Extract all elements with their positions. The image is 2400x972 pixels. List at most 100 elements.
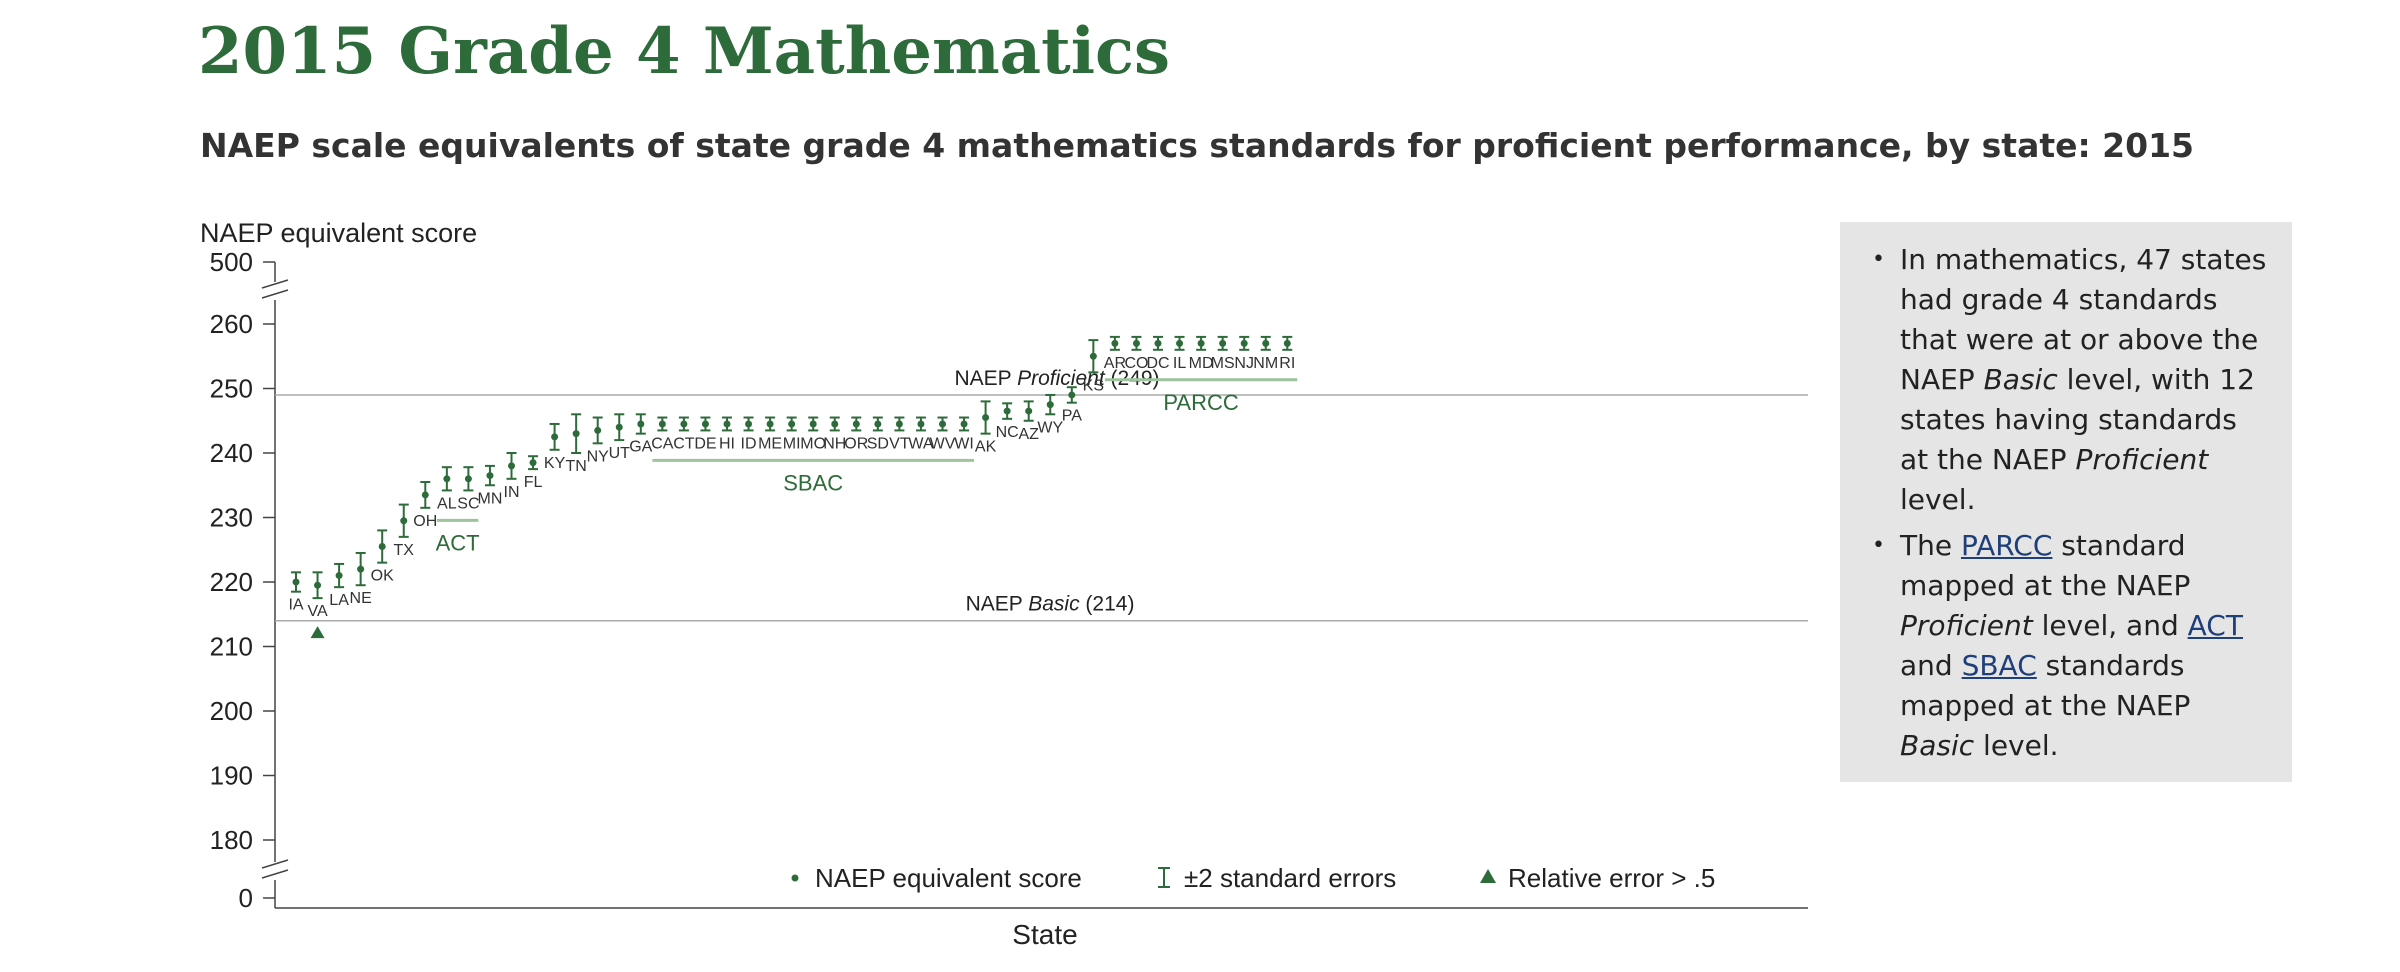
data-point-id: ID <box>741 416 757 452</box>
note-text: Proficient <box>1900 609 2033 642</box>
score-dot <box>378 543 386 551</box>
state-label: OH <box>413 513 437 530</box>
note-link[interactable]: ACT <box>2187 609 2243 642</box>
score-dot <box>1025 407 1033 415</box>
state-label: NC <box>996 424 1019 441</box>
data-point-vt: VT <box>889 416 910 452</box>
score-dot <box>551 433 559 441</box>
note-text: level. <box>1900 483 1976 516</box>
state-label: NH <box>823 435 846 452</box>
state-label: WV <box>930 435 956 452</box>
score-dot <box>1197 339 1205 347</box>
y-tick-label: 250 <box>210 374 253 404</box>
y-tick-label: 180 <box>210 825 253 855</box>
score-dot <box>292 578 300 586</box>
data-point-ca: CA <box>651 416 674 452</box>
data-point-ut: UT <box>609 413 630 462</box>
note-text: Basic <box>1900 729 1975 762</box>
score-dot <box>723 420 731 428</box>
y-tick-label: 240 <box>210 438 253 468</box>
note-box: In mathematics, 47 states had grade 4 st… <box>1840 222 2292 782</box>
y-axis-label: NAEP equivalent score <box>200 218 477 248</box>
data-point-sd: SD <box>867 416 889 452</box>
state-label: NM <box>1253 355 1278 372</box>
note-item: The PARCC standard mapped at the NAEP Pr… <box>1872 526 2272 766</box>
score-dot <box>314 581 322 589</box>
note-link[interactable]: PARCC <box>1960 529 2053 562</box>
state-label: WI <box>954 435 974 452</box>
data-point-al: AL <box>437 466 457 512</box>
state-label: HI <box>719 435 735 452</box>
data-point-ia: IA <box>288 571 304 614</box>
score-dot <box>895 420 903 428</box>
group-label-act: ACT <box>436 530 480 555</box>
note-text: level, with 12 states having standards a… <box>1900 363 2255 476</box>
data-point-me: ME <box>758 416 782 452</box>
note-text: standards mapped at the NAEP <box>1900 649 2191 722</box>
state-label: MI <box>783 435 801 452</box>
reference-line-label: NAEP Proficient (249) <box>954 367 1159 390</box>
state-label: RI <box>1279 355 1295 372</box>
state-label: OK <box>371 568 394 585</box>
state-label: KY <box>544 455 566 472</box>
state-label: NY <box>587 448 610 465</box>
note-text: The <box>1900 529 1961 562</box>
score-dot <box>357 565 365 573</box>
data-point-in: IN <box>504 452 520 501</box>
score-dot <box>400 517 408 525</box>
state-groups: ACT SBAC PARCC <box>436 378 1298 555</box>
score-dot <box>1046 401 1054 409</box>
data-point-nj: NJ <box>1234 335 1254 372</box>
score-dot <box>701 420 709 428</box>
data-point-wa: WA <box>908 416 934 452</box>
state-label: AK <box>975 439 997 456</box>
score-dot <box>745 420 753 428</box>
legend-label: Relative error > .5 <box>1508 863 1715 893</box>
data-point-dc: DC <box>1146 335 1170 372</box>
data-point-ok: OK <box>371 529 394 585</box>
axis-break-bottom <box>261 859 289 879</box>
note-text: Proficient <box>2075 443 2209 476</box>
axis-break-top <box>261 279 289 299</box>
state-label: MS <box>1211 355 1235 372</box>
data-point-ks: KS <box>1083 339 1104 394</box>
score-dot <box>939 420 946 428</box>
data-point-ak: AK <box>975 400 997 456</box>
state-label: MO <box>800 435 826 452</box>
score-dot <box>615 423 623 431</box>
score-dot <box>788 420 796 428</box>
data-point-ct: CT <box>673 416 695 452</box>
note-text: level. <box>1974 729 2059 762</box>
data-point-ri: RI <box>1279 335 1295 372</box>
note-text: level, and <box>2032 609 2188 642</box>
state-label: AL <box>437 495 457 512</box>
state-label: IA <box>288 597 303 614</box>
note-text: standard mapped at the NAEP <box>1900 529 2191 602</box>
note-list: In mathematics, 47 states had grade 4 st… <box>1858 240 2272 766</box>
score-dot <box>831 420 839 428</box>
page-subtitle: NAEP scale equivalents of state grade 4 … <box>200 126 2195 165</box>
state-label: OR <box>844 435 868 452</box>
state-label: IL <box>1173 355 1186 372</box>
data-point-tn: TN <box>565 413 587 475</box>
axes: 500 260 250 240 230 220 210 200 190 180 0 <box>210 247 1808 913</box>
state-label: NE <box>350 590 372 607</box>
score-dot <box>680 420 688 428</box>
score-dot <box>658 420 666 428</box>
state-label: SD <box>867 435 889 452</box>
data-point-ky: KY <box>544 422 566 472</box>
note-link[interactable]: SBAC <box>1961 649 2037 682</box>
state-label: ME <box>758 435 782 452</box>
state-label: IN <box>504 484 520 501</box>
data-point-az: AZ <box>1018 400 1039 443</box>
score-dot <box>852 420 860 428</box>
state-label: PA <box>1062 408 1082 425</box>
score-dot <box>809 420 817 428</box>
legend-triangle-icon <box>1480 869 1496 883</box>
score-dot <box>421 491 429 499</box>
data-point-ga: GA <box>629 413 653 456</box>
group-label-sbac: SBAC <box>783 470 843 495</box>
state-label: KS <box>1083 377 1104 394</box>
data-point-ny: NY <box>587 416 610 465</box>
